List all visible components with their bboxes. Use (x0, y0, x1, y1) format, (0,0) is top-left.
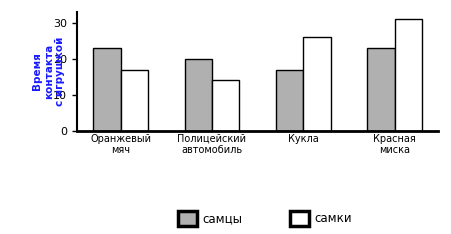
Y-axis label: Время
контакта
с игрушкой: Время контакта с игрушкой (32, 37, 65, 106)
Bar (120, 69, 148, 131)
Bar (184, 59, 212, 131)
Legend: самцы, самки: самцы, самки (173, 206, 356, 231)
Bar (212, 80, 239, 131)
Bar (394, 19, 421, 131)
Bar (303, 37, 330, 131)
Bar (93, 48, 120, 131)
Bar (275, 69, 303, 131)
Bar (366, 48, 394, 131)
